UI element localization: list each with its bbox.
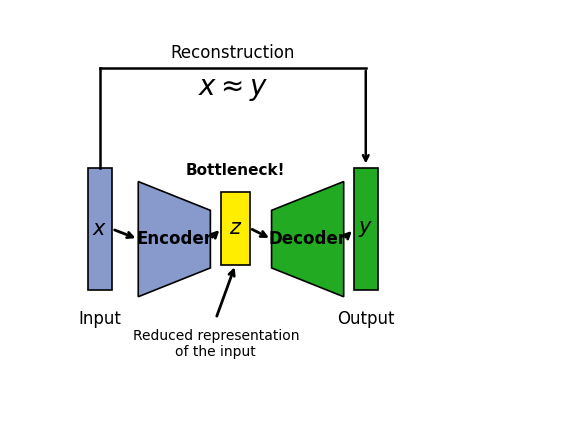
Text: $z$: $z$	[229, 218, 242, 238]
Text: Reduced representation
of the input: Reduced representation of the input	[133, 329, 299, 359]
Text: Input: Input	[78, 310, 121, 328]
Polygon shape	[272, 182, 343, 297]
Polygon shape	[138, 182, 210, 297]
Bar	[221, 192, 250, 264]
Bar	[354, 168, 378, 290]
Text: Reconstruction: Reconstruction	[171, 44, 295, 62]
Bar	[88, 168, 112, 290]
Text: Bottleneck!: Bottleneck!	[186, 163, 285, 178]
Text: $x$: $x$	[92, 219, 108, 239]
Text: $x \approx y$: $x \approx y$	[198, 75, 268, 103]
Text: Decoder: Decoder	[268, 230, 347, 248]
Text: $y$: $y$	[358, 219, 373, 239]
Text: Encoder: Encoder	[136, 230, 212, 248]
Text: Output: Output	[337, 310, 394, 328]
